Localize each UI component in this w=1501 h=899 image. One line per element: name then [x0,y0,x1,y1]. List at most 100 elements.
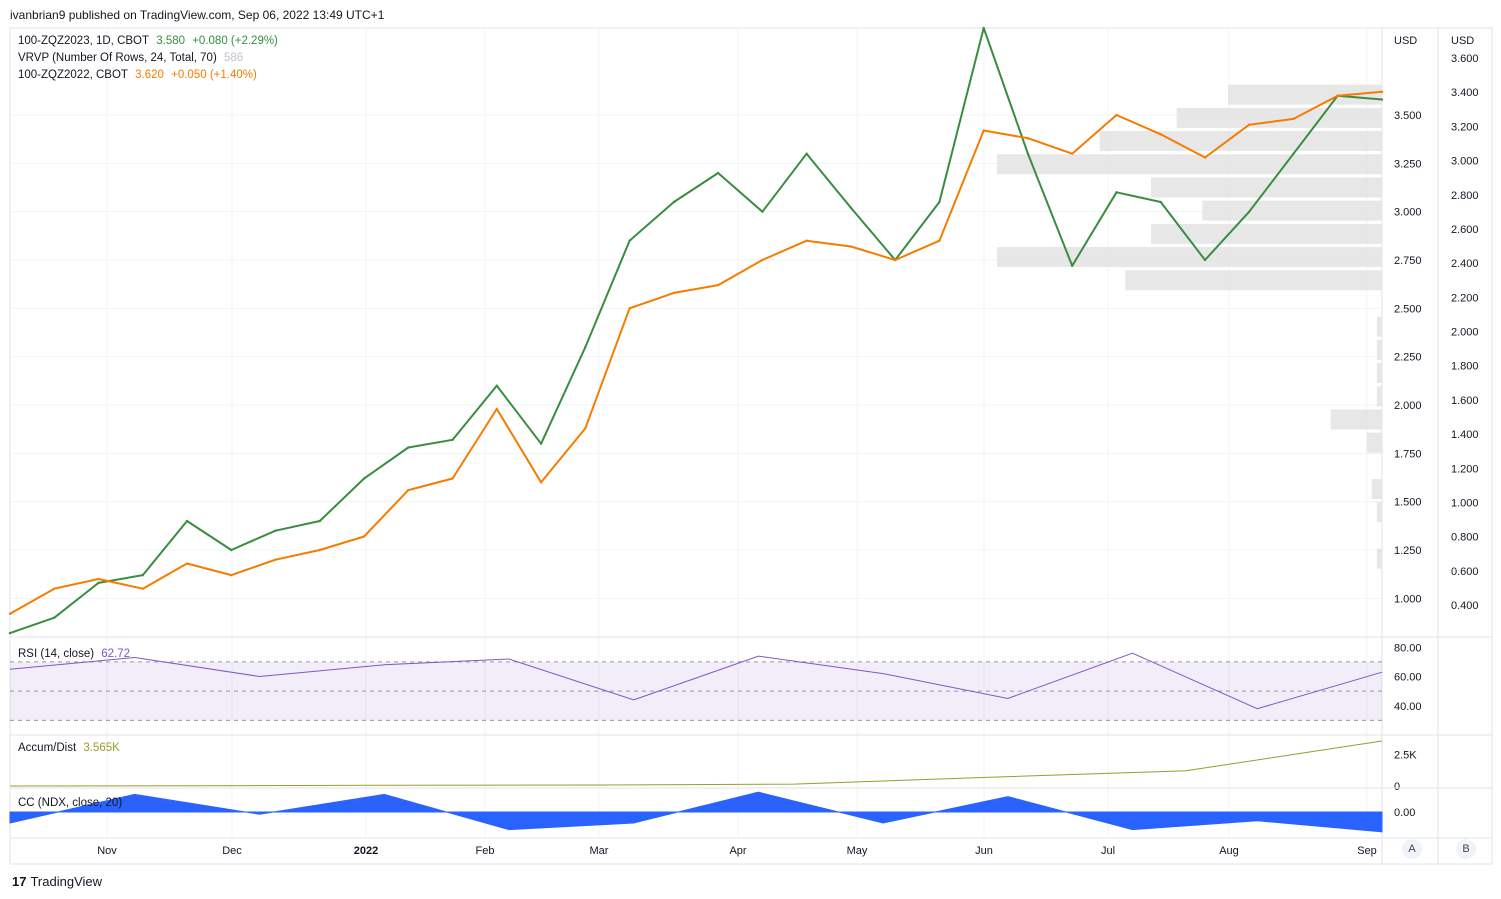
time-tick-label: Feb [476,845,495,857]
series-point [141,573,144,577]
price-axis-left[interactable]: 3.500 3.250 3.000 2.750 2.500 2.250 2.000 1.750… [1394,110,1422,605]
time-tick-label: Aug [1219,845,1239,857]
legend-vrvp[interactable]: VRVP (Number Of Rows, 24, Total, 70) 586 [18,52,247,64]
series-point [141,587,144,590]
accum-dist-pane: 2.5K 0 [9,734,1492,793]
legend-ad-value: 3.565K [83,742,120,754]
right-tick-label: 1.600 [1451,395,1479,407]
price-series [8,26,1384,635]
legend-cc-name: CC (NDX, close, 20) [18,797,123,809]
rsi-line [9,652,1383,710]
series-point [185,519,189,523]
vrvp-bar [1099,131,1382,152]
right-tick-label: 0.400 [1451,600,1479,612]
series-point [230,573,233,577]
series-point [1115,191,1118,194]
left-tick-label: 1.250 [1394,545,1422,557]
legend-vrvp-name: VRVP (Number Of Rows, 24, Total, 70) [18,52,217,64]
series-point [938,239,941,242]
left-tick-label: 3.250 [1394,158,1422,170]
ad-tick-label: 0 [1394,781,1400,793]
left-tick-label: 2.250 [1394,352,1422,364]
series-point [1159,133,1162,136]
time-tick-label: May [847,845,868,857]
legend-rsi-value: 62.72 [101,648,131,660]
cc-tick-label: 0.00 [1394,807,1415,819]
time-axis[interactable]: Nov Dec 2022 Feb Mar Apr May Jun Jul Aug Sep [97,845,1377,857]
rsi-tick-label: 80.00 [1394,642,1422,654]
series-point [1248,123,1251,126]
series-point [982,26,985,30]
currency-label-right: USD [1451,35,1474,47]
series-point [539,442,543,445]
legend-zqz2023[interactable]: 100-ZQZ2023, 1D, CBOT 3.580 +0.080 (+2.2… [18,35,282,47]
time-tick-label: Jun [975,845,993,857]
legend-ad-name: Accum/Dist [18,742,77,754]
price-axis-right[interactable]: 3.600 3.400 3.200 3.000 2.800 2.600 2.400 2.200… [1451,53,1479,612]
rsi-pane: 80.00 60.00 40.00 [9,636,1492,721]
right-tick-label: 3.400 [1451,87,1479,99]
vrvp-bar [1228,84,1382,105]
series-point [1380,90,1384,94]
series-point [761,258,764,262]
series-point [1292,117,1295,121]
series-point [1292,152,1295,155]
rsi-band [10,661,1382,721]
series-point [849,245,853,248]
cc-pane: 0.00 [9,787,1492,833]
series-point [1070,152,1074,155]
left-tick-label: 3.000 [1394,207,1422,219]
legend-cc[interactable]: CC (NDX, close, 20) [18,797,126,809]
right-tick-label: 1.000 [1451,497,1479,509]
series-point [716,283,720,287]
series-point [451,438,454,441]
time-tick-label: Jul [1101,845,1115,857]
series-point [318,519,322,523]
right-tick-label: 2.200 [1451,292,1479,304]
series-line-zqz2022 [9,90,1383,615]
time-tick-label: 2022 [354,845,378,857]
vrvp-bar [997,247,1382,268]
legend-zqz2022-change: +0.050 (+1.40%) [171,69,257,81]
legend-zqz2023-name: 100-ZQZ2023, 1D, CBOT [18,35,150,47]
legend-rsi-name: RSI (14, close) [18,648,95,660]
rsi-tick-label: 60.00 [1394,672,1422,684]
right-tick-label: 0.600 [1451,566,1479,578]
vrvp-bar [1125,270,1382,291]
vrvp-bar [1376,316,1382,337]
vrvp-bar [1376,339,1382,360]
series-point [97,577,100,581]
auto-scale-button[interactable]: A [1402,839,1422,859]
right-tick-label: 0.800 [1451,532,1479,544]
series-point [849,206,853,209]
series-point [407,488,410,492]
series-point [893,258,897,262]
series-point [1380,98,1384,101]
legend-rsi[interactable]: RSI (14, close) 62.72 [18,648,134,660]
legend-zqz2022[interactable]: 100-ZQZ2022, CBOT 3.620 +0.050 (+1.40%) [18,69,261,81]
series-point [628,307,631,310]
vrvp-bar [997,154,1382,175]
series-point [628,239,631,242]
legend-ad[interactable]: Accum/Dist 3.565K [18,742,124,754]
series-point [982,129,985,132]
time-tick-label: Apr [729,845,746,857]
series-point [230,548,233,552]
series-point [672,291,676,295]
left-tick-label: 1.750 [1394,448,1422,460]
vrvp-bar [1371,479,1382,500]
chart-border [9,27,1493,865]
publish-info: ivanbrian9 published on TradingView.com,… [10,8,385,22]
series-point [1336,94,1339,97]
series-point [1203,258,1207,262]
series-point [495,384,499,387]
vrvp-bar [1366,432,1382,453]
b-scale-button[interactable]: B [1456,839,1476,859]
vrvp-bar [1376,386,1382,407]
series-point [672,200,676,204]
vrvp-bar [1176,107,1382,128]
left-tick-label: 2.000 [1394,400,1422,412]
tradingview-name: TradingView [30,874,103,889]
series-point [1115,113,1118,117]
